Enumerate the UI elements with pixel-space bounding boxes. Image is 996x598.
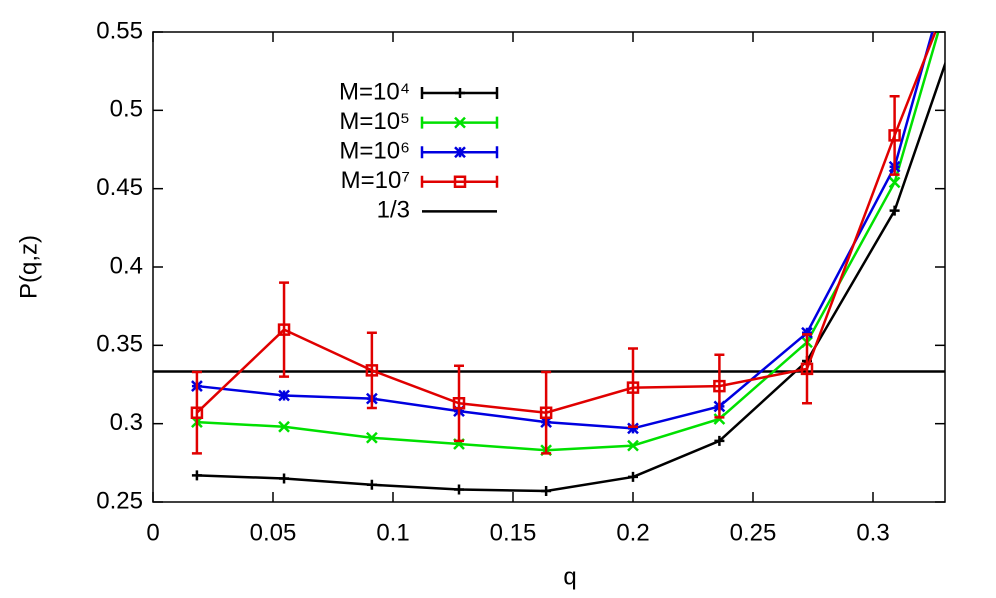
marker — [454, 116, 466, 129]
marker — [453, 175, 467, 189]
series-line — [196, 32, 940, 452]
error-bar — [541, 370, 552, 455]
error-bar — [366, 331, 377, 410]
marker — [713, 379, 726, 393]
marker — [278, 420, 290, 433]
marker — [454, 146, 466, 159]
marker — [800, 362, 814, 376]
legend-errorbar-ends — [420, 87, 499, 99]
marker — [455, 88, 465, 98]
y-tick-label: 0.5 — [110, 96, 143, 123]
x-tick-label: 0.05 — [250, 519, 297, 546]
marker — [714, 435, 725, 446]
marker — [279, 473, 290, 484]
series-line — [196, 32, 934, 430]
y-tick-label: 0.25 — [96, 487, 143, 514]
marker — [627, 439, 639, 452]
marker — [541, 486, 552, 497]
marker — [365, 364, 379, 377]
marker — [452, 397, 466, 410]
y-axis-label: P(q,z) — [15, 235, 42, 299]
marker — [278, 389, 290, 402]
x-tick-label: 0 — [146, 519, 159, 546]
x-tick-label: 0.3 — [856, 519, 889, 546]
marker — [366, 479, 377, 490]
y-tick-label: 0.35 — [96, 331, 143, 358]
legend-errorbar-ends — [420, 116, 499, 129]
plot-frame — [152, 31, 946, 503]
legend-label: 1/3 — [377, 197, 410, 224]
marker — [365, 431, 378, 444]
legend-label: M=10⁴ — [339, 78, 410, 105]
error-bar — [802, 333, 812, 405]
series-line — [196, 32, 937, 414]
x-tick-label: 0.25 — [730, 519, 777, 546]
x-tick-label: 0.1 — [376, 519, 409, 546]
marker — [190, 406, 204, 419]
marker — [454, 484, 464, 495]
y-tick-label: 0.55 — [96, 17, 143, 44]
error-bar — [628, 347, 638, 429]
legend-errorbar-ends — [420, 175, 499, 188]
y-tick-label: 0.45 — [96, 174, 143, 201]
x-tick-label: 0.2 — [616, 519, 649, 546]
y-tick-label: 0.4 — [110, 252, 143, 279]
x-tick-label: 0.15 — [490, 519, 537, 546]
marker — [627, 422, 639, 435]
error-bar — [191, 370, 202, 455]
marker — [626, 381, 640, 394]
legend-label: M=10⁷ — [341, 167, 410, 194]
x-axis-label: q — [563, 563, 576, 590]
series-line — [196, 60, 945, 493]
marker — [888, 176, 901, 189]
marker — [191, 470, 202, 481]
legend-label: M=10⁵ — [339, 108, 410, 135]
legend-label: M=10⁶ — [339, 138, 410, 165]
error-bar — [279, 281, 290, 378]
marker — [628, 471, 638, 482]
error-bar — [889, 94, 900, 176]
marker — [801, 326, 813, 339]
marker — [888, 129, 901, 142]
marker — [889, 205, 900, 216]
legend-errorbar-ends — [420, 146, 499, 159]
error-bar — [454, 364, 464, 443]
error-bar — [714, 353, 725, 419]
marker — [539, 406, 553, 419]
plot-area — [153, 32, 945, 497]
marker — [277, 323, 291, 336]
y-tick-label: 0.3 — [110, 409, 143, 436]
marker — [713, 413, 726, 425]
